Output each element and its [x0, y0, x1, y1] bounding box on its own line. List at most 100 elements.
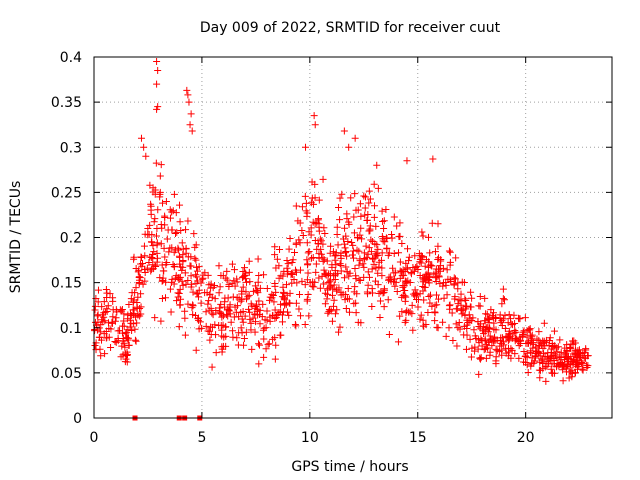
data-point [178, 266, 186, 274]
data-point [343, 252, 351, 260]
data-point [536, 374, 544, 382]
data-point [263, 307, 271, 315]
data-point [100, 330, 108, 338]
data-point [439, 264, 447, 272]
data-point [523, 333, 531, 341]
y-tick-label: 0.4 [60, 50, 82, 66]
data-point [255, 297, 263, 305]
data-point [380, 217, 388, 225]
data-point [304, 269, 312, 277]
data-point [547, 365, 555, 373]
data-point [227, 318, 235, 326]
data-point [170, 190, 178, 198]
data-point [170, 248, 178, 256]
data-point [102, 285, 110, 293]
data-point [179, 257, 187, 265]
data-point [499, 285, 507, 293]
data-point [482, 310, 490, 318]
data-point [179, 281, 187, 289]
data-point [421, 275, 429, 283]
data-point [463, 316, 471, 324]
data-point [372, 264, 380, 272]
data-point [136, 304, 144, 312]
data-point [271, 306, 279, 314]
data-point [505, 327, 513, 335]
data-point [179, 245, 187, 253]
data-point [159, 199, 167, 207]
data-point [276, 331, 284, 339]
data-point [349, 247, 357, 255]
data-point [304, 249, 312, 257]
data-point [124, 311, 132, 319]
data-point [380, 303, 388, 311]
data-point [312, 260, 320, 268]
data-point [424, 309, 432, 317]
data-point [103, 293, 111, 301]
data-point [372, 252, 380, 260]
data-point [492, 360, 500, 368]
data-point [364, 281, 372, 289]
data-point [277, 300, 285, 308]
data-point [326, 249, 334, 257]
data-point [206, 336, 214, 344]
data-point [539, 337, 547, 345]
data-point [109, 319, 117, 327]
data-point [242, 328, 250, 336]
data-point [218, 313, 226, 321]
data-point [182, 244, 190, 252]
data-point [263, 285, 271, 293]
data-point [527, 349, 535, 357]
data-point [564, 355, 572, 363]
data-point [152, 159, 160, 167]
data-point [253, 307, 261, 315]
data-point [302, 207, 310, 215]
data-point [122, 330, 130, 338]
data-point [398, 239, 406, 247]
data-point [109, 313, 117, 321]
data-point [481, 317, 489, 325]
data-point [241, 312, 249, 320]
data-point [242, 269, 250, 277]
data-point [368, 303, 376, 311]
data-point [378, 233, 386, 241]
data-point [485, 316, 493, 324]
data-point [378, 264, 386, 272]
data-point [224, 305, 232, 313]
data-point [307, 254, 315, 262]
data-point [342, 305, 350, 313]
data-point [530, 359, 538, 367]
data-point [103, 305, 111, 313]
data-point [454, 285, 462, 293]
data-point [272, 341, 280, 349]
data-point [337, 267, 345, 275]
data-point [305, 228, 313, 236]
data-point [390, 250, 398, 258]
data-point [271, 279, 279, 287]
data-point [204, 300, 212, 308]
data-point [461, 311, 469, 319]
data-point [550, 327, 558, 335]
data-point [361, 204, 369, 212]
y-tick-label: 0.3 [60, 140, 82, 156]
data-point [228, 280, 236, 288]
data-point [529, 344, 537, 352]
data-point [343, 268, 351, 276]
data-point [256, 284, 264, 292]
data-point [170, 280, 178, 288]
data-point [527, 362, 535, 370]
data-point [391, 282, 399, 290]
data-point [156, 274, 164, 282]
data-point [429, 155, 437, 163]
data-point [328, 291, 336, 299]
data-point [392, 269, 400, 277]
x-tick-label: 0 [90, 430, 99, 446]
data-point [169, 207, 177, 215]
data-point [123, 334, 131, 342]
data-point [385, 331, 393, 339]
data-point [335, 204, 343, 212]
data-point [481, 294, 489, 302]
data-point [364, 268, 372, 276]
data-point [405, 257, 413, 265]
data-point [308, 194, 316, 202]
data-point [360, 273, 368, 281]
